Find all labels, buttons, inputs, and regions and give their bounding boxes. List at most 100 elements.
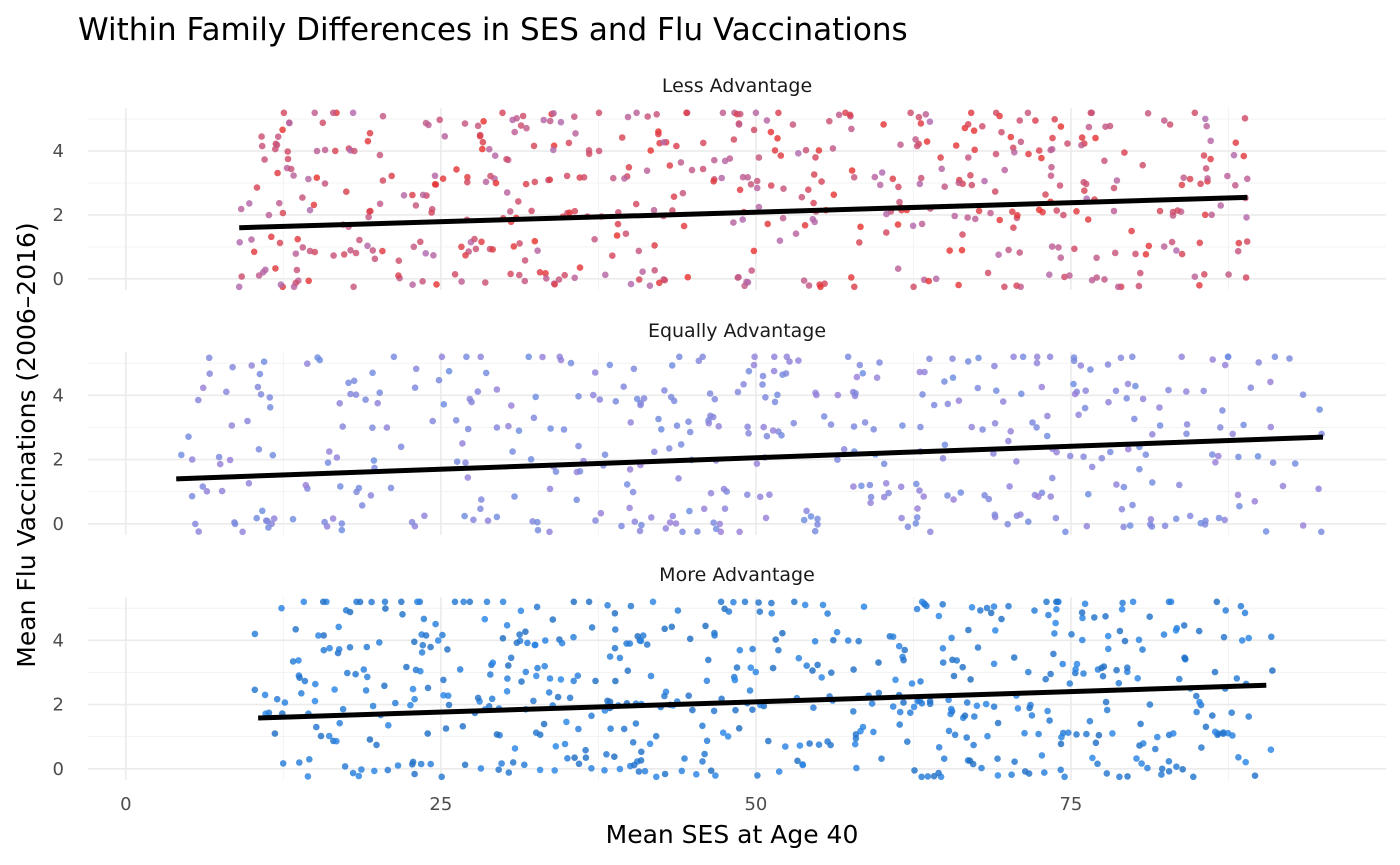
data-point — [516, 631, 523, 638]
y-tick-label: 2 — [53, 695, 64, 716]
data-point — [195, 528, 202, 535]
data-point — [1101, 157, 1108, 165]
data-point — [313, 174, 321, 181]
data-point — [381, 682, 388, 690]
data-point — [814, 521, 821, 528]
data-point — [525, 353, 532, 361]
data-point — [876, 181, 884, 189]
data-point — [329, 109, 337, 117]
data-point — [1142, 451, 1150, 459]
data-point — [712, 772, 719, 779]
data-point — [889, 175, 897, 183]
data-point — [343, 188, 350, 195]
data-point — [366, 208, 373, 215]
data-point — [848, 274, 855, 281]
data-point — [419, 278, 426, 285]
data-point — [829, 145, 837, 152]
data-point — [1234, 247, 1242, 255]
data-point — [638, 521, 645, 529]
data-point — [534, 526, 542, 534]
y-axis-label: Mean Flu Vaccinations (2006–2016) — [12, 222, 41, 667]
data-point — [896, 708, 904, 716]
data-point — [1046, 271, 1053, 279]
data-point — [958, 246, 966, 254]
data-point — [918, 598, 926, 606]
data-point — [932, 275, 940, 283]
data-point — [349, 769, 357, 777]
data-point — [248, 362, 255, 369]
data-point — [646, 740, 654, 748]
data-point — [750, 361, 758, 369]
data-point — [807, 513, 815, 520]
data-point — [748, 267, 755, 274]
data-point — [277, 281, 285, 288]
data-point — [694, 528, 701, 535]
data-point — [916, 368, 924, 376]
data-point — [673, 422, 681, 430]
data-point — [472, 245, 480, 253]
data-point — [923, 138, 931, 145]
data-point — [279, 760, 287, 767]
data-point — [1075, 411, 1082, 419]
data-point — [1173, 763, 1180, 770]
data-point — [730, 219, 737, 226]
data-point — [1038, 752, 1046, 759]
data-point — [1268, 633, 1275, 641]
data-point — [311, 697, 319, 705]
data-point — [939, 659, 947, 666]
data-point — [305, 175, 312, 183]
data-point — [909, 222, 917, 230]
data-point — [424, 730, 432, 737]
data-point — [1197, 180, 1204, 188]
data-point — [896, 721, 903, 728]
data-point — [516, 271, 523, 279]
data-point — [254, 383, 262, 391]
data-point — [1033, 359, 1041, 367]
data-point — [1053, 606, 1060, 613]
data-point — [352, 391, 360, 399]
data-point — [935, 612, 943, 620]
data-point — [602, 271, 609, 279]
data-point — [741, 598, 749, 606]
data-point — [284, 148, 292, 155]
data-point — [352, 249, 360, 257]
data-point — [719, 729, 727, 736]
data-point — [534, 664, 541, 672]
data-point — [442, 725, 450, 732]
data-point — [955, 281, 962, 289]
data-point — [1058, 733, 1065, 741]
data-point — [612, 677, 619, 685]
data-point — [279, 209, 287, 217]
data-point — [700, 139, 707, 147]
data-point — [369, 702, 377, 710]
data-point — [850, 483, 857, 490]
data-point — [1224, 353, 1232, 361]
data-point — [1113, 666, 1120, 674]
data-point — [1129, 598, 1137, 606]
data-point — [422, 250, 430, 257]
data-point — [1207, 137, 1214, 145]
data-point — [673, 142, 680, 150]
data-point — [317, 732, 325, 740]
data-point — [1233, 675, 1241, 682]
data-point — [440, 401, 448, 408]
data-point — [1016, 117, 1023, 124]
data-point — [735, 121, 743, 128]
data-point — [666, 519, 674, 526]
data-point — [609, 252, 616, 259]
data-point — [1200, 387, 1207, 395]
data-point — [637, 757, 645, 764]
data-point — [815, 147, 823, 154]
data-point — [326, 644, 333, 652]
data-point — [746, 687, 754, 694]
data-point — [419, 641, 427, 649]
data-point — [332, 147, 339, 155]
data-point — [889, 633, 897, 640]
data-point — [1196, 282, 1203, 289]
data-point — [858, 482, 865, 490]
data-point — [1045, 611, 1052, 619]
data-point — [1085, 123, 1093, 131]
data-point — [1084, 216, 1092, 223]
data-point — [1038, 383, 1046, 391]
data-point — [1047, 493, 1054, 500]
